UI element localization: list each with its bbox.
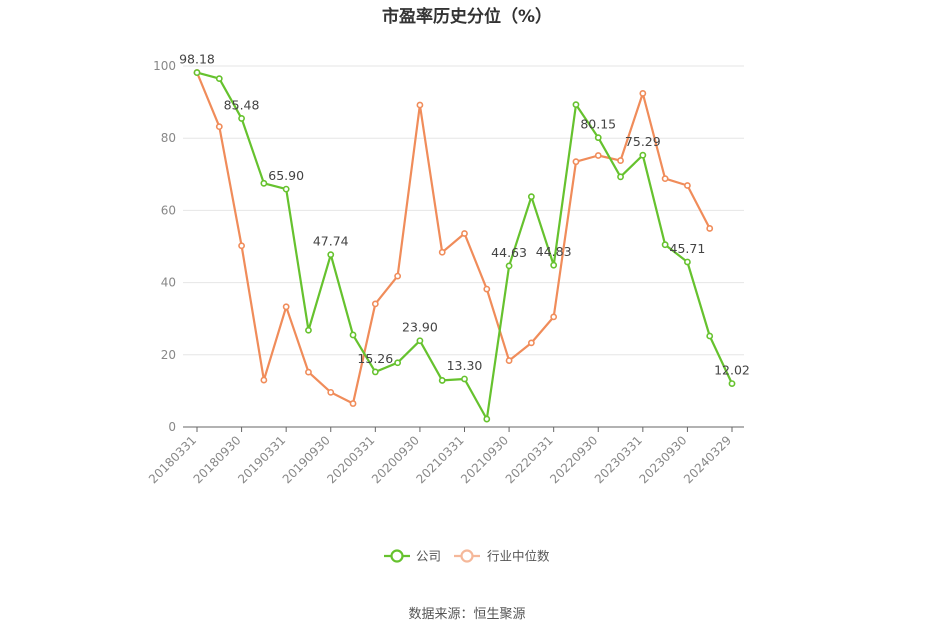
legend-item-company[interactable]: 公司 bbox=[384, 549, 441, 564]
data-point-1[interactable] bbox=[706, 225, 714, 232]
data-point-1[interactable] bbox=[438, 248, 446, 256]
data-source: 数据来源：恒生聚源 bbox=[408, 607, 525, 622]
data-point-0[interactable] bbox=[527, 193, 535, 201]
data-point-0[interactable] bbox=[193, 69, 201, 76]
data-label: 98.18 bbox=[179, 52, 215, 67]
data-label: 15.26 bbox=[357, 351, 393, 366]
data-point-0[interactable] bbox=[617, 173, 624, 181]
data-label: 44.83 bbox=[536, 244, 572, 259]
data-point-1[interactable] bbox=[394, 272, 402, 280]
data-point-0[interactable] bbox=[349, 331, 357, 339]
data-label: 75.29 bbox=[625, 134, 661, 149]
legend-item-industry[interactable]: 行业中位数 bbox=[454, 549, 550, 564]
grid-lines bbox=[183, 65, 744, 356]
chart-title: 市盈率历史分位（%） bbox=[382, 6, 552, 27]
data-labels: 98.18 85.48 65.90 47.74 15.26 23.90 13.30 44.63… bbox=[179, 52, 750, 378]
data-point-0[interactable] bbox=[706, 332, 714, 340]
x-tick-label: 20230930 bbox=[636, 433, 689, 486]
x-tick-label: 20200930 bbox=[369, 433, 422, 486]
legend: 公司 行业中位数 bbox=[384, 549, 550, 564]
data-point-1[interactable] bbox=[594, 152, 602, 159]
data-point-0[interactable] bbox=[572, 101, 580, 109]
y-tick-label: 100 bbox=[153, 59, 176, 73]
data-point-1[interactable] bbox=[527, 339, 535, 347]
data-label: 12.02 bbox=[714, 363, 750, 378]
data-point-0[interactable] bbox=[371, 368, 379, 376]
data-point-0[interactable] bbox=[215, 75, 223, 83]
legend-marker-company bbox=[390, 549, 404, 563]
data-point-0[interactable] bbox=[550, 261, 558, 269]
data-point-0[interactable] bbox=[594, 134, 602, 142]
data-point-0[interactable] bbox=[728, 380, 736, 388]
series-layer bbox=[193, 69, 736, 423]
data-label: 47.74 bbox=[313, 234, 349, 249]
data-point-1[interactable] bbox=[461, 230, 468, 237]
data-point-1[interactable] bbox=[617, 157, 624, 164]
data-point-1[interactable] bbox=[327, 388, 335, 396]
data-label: 45.71 bbox=[670, 241, 706, 256]
data-point-1[interactable] bbox=[349, 400, 357, 407]
data-point-0[interactable] bbox=[327, 251, 335, 259]
data-point-0[interactable] bbox=[416, 337, 424, 345]
legend-marker-industry bbox=[460, 549, 474, 563]
data-point-1[interactable] bbox=[371, 300, 379, 308]
data-point-1[interactable] bbox=[684, 182, 691, 189]
legend-label-industry: 行业中位数 bbox=[487, 549, 550, 564]
data-label: 23.90 bbox=[402, 320, 438, 335]
data-point-1[interactable] bbox=[550, 313, 558, 321]
data-point-1[interactable] bbox=[572, 158, 580, 166]
x-tick-label: 20220331 bbox=[503, 433, 556, 486]
data-point-0[interactable] bbox=[483, 415, 491, 423]
data-point-1[interactable] bbox=[639, 90, 647, 97]
data-point-0[interactable] bbox=[238, 115, 245, 122]
data-point-1[interactable] bbox=[505, 357, 513, 364]
y-tick-label: 20 bbox=[161, 348, 176, 362]
series-line-1 bbox=[195, 72, 711, 405]
y-tick-label: 80 bbox=[161, 131, 176, 145]
data-label: 65.90 bbox=[268, 168, 304, 183]
data-label: 13.30 bbox=[447, 358, 483, 373]
data-label: 44.63 bbox=[491, 245, 527, 260]
x-tick-label: 20190331 bbox=[235, 433, 288, 486]
data-point-1[interactable] bbox=[238, 242, 245, 250]
data-point-1[interactable] bbox=[661, 175, 669, 183]
data-point-0[interactable] bbox=[282, 185, 290, 193]
x-tick-label: 20240329 bbox=[681, 433, 734, 486]
legend-label-company: 公司 bbox=[416, 549, 441, 564]
data-point-0[interactable] bbox=[260, 179, 268, 187]
data-point-1[interactable] bbox=[416, 101, 424, 109]
data-point-1[interactable] bbox=[260, 376, 268, 384]
y-tick-label: 60 bbox=[161, 203, 176, 217]
data-point-1[interactable] bbox=[483, 285, 491, 293]
data-point-1[interactable] bbox=[215, 123, 223, 131]
y-axis: 0 20 40 60 80 100 bbox=[153, 59, 176, 434]
data-label: 85.48 bbox=[224, 97, 260, 112]
data-point-0[interactable] bbox=[639, 151, 647, 159]
y-tick-label: 0 bbox=[168, 420, 176, 434]
data-label: 80.15 bbox=[580, 117, 616, 132]
data-point-1[interactable] bbox=[282, 303, 290, 311]
y-tick-label: 40 bbox=[161, 276, 176, 290]
data-point-0[interactable] bbox=[505, 262, 513, 270]
data-point-0[interactable] bbox=[394, 359, 402, 367]
data-point-0[interactable] bbox=[305, 326, 312, 334]
data-point-0[interactable] bbox=[438, 377, 446, 384]
x-axis: 2018033120180930201903312019093020200331… bbox=[146, 426, 744, 486]
data-point-0[interactable] bbox=[661, 241, 669, 249]
data-point-0[interactable] bbox=[684, 258, 691, 266]
data-point-1[interactable] bbox=[305, 368, 312, 376]
data-point-0[interactable] bbox=[461, 375, 468, 383]
